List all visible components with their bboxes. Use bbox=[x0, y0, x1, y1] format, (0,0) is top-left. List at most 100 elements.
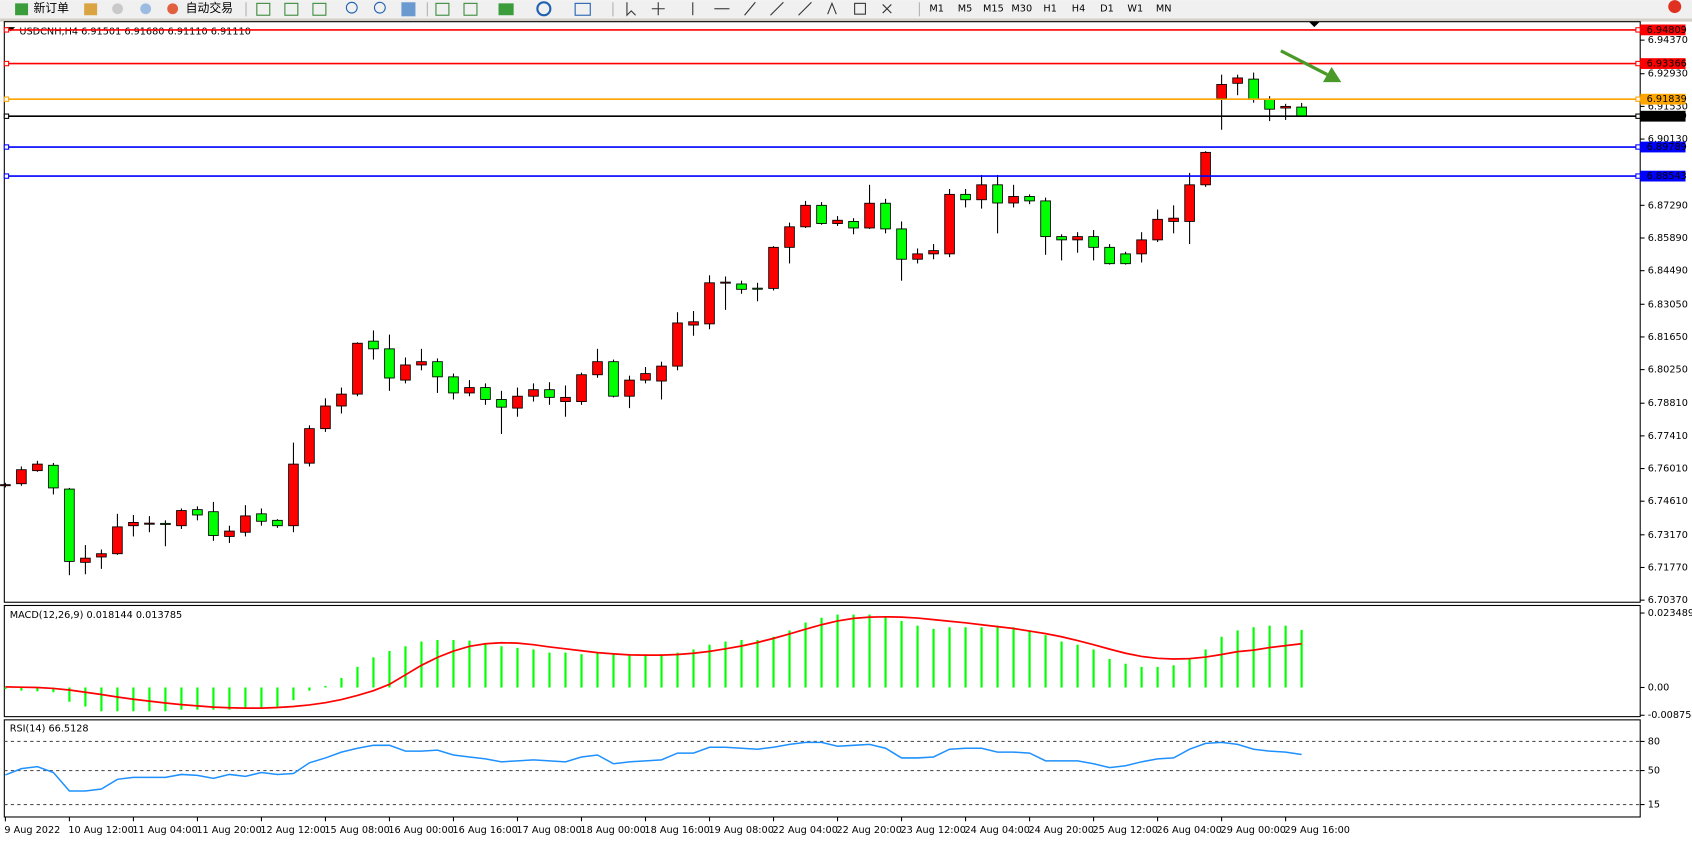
macd-bar bbox=[868, 614, 871, 688]
toolbar-icon[interactable] bbox=[312, 2, 327, 16]
auto-trading-button[interactable]: 自动交易 bbox=[186, 1, 233, 15]
level-label-box bbox=[1640, 24, 1686, 36]
x-tick-label: 17 Aug 08:00 bbox=[516, 825, 581, 836]
candle-body bbox=[752, 287, 763, 290]
level-label-box bbox=[1640, 170, 1686, 182]
channel-tool[interactable] bbox=[770, 1, 784, 16]
toolbar-icon[interactable] bbox=[498, 3, 514, 16]
candle-body bbox=[16, 469, 27, 485]
candle-body bbox=[944, 193, 955, 255]
y-tick-label: 6.77410 bbox=[1648, 431, 1688, 442]
candle-body bbox=[816, 204, 827, 224]
fibo-tool[interactable] bbox=[798, 1, 812, 16]
period-button[interactable]: MN bbox=[1156, 4, 1172, 15]
x-tick-label: 22 Aug 04:00 bbox=[772, 825, 837, 836]
candle-body bbox=[416, 361, 427, 366]
macd-bar bbox=[1044, 635, 1047, 688]
candle-body bbox=[160, 522, 171, 525]
candle-body bbox=[1088, 236, 1099, 248]
toolbar-icon[interactable] bbox=[574, 2, 591, 16]
toolbar-icon[interactable] bbox=[401, 2, 416, 17]
candle-body bbox=[176, 510, 187, 527]
price-panel bbox=[3, 21, 1641, 603]
period-button[interactable]: D1 bbox=[1100, 4, 1114, 15]
text-tool[interactable] bbox=[827, 1, 837, 15]
macd-bar bbox=[260, 687, 263, 709]
level-label-box bbox=[1640, 93, 1686, 105]
chart-title: USDCNH,H4 6.91501 6.91680 6.91110 6.9111… bbox=[19, 26, 250, 37]
macd-bar bbox=[1204, 649, 1207, 688]
macd-bar bbox=[644, 654, 647, 688]
candle-body bbox=[256, 513, 267, 522]
macd-bar bbox=[484, 643, 487, 688]
y-tick-label: 6.84490 bbox=[1648, 266, 1688, 277]
candle-body bbox=[368, 340, 379, 350]
zoom-in[interactable] bbox=[345, 1, 358, 14]
macd-bar bbox=[1284, 625, 1287, 688]
candle-body bbox=[560, 396, 571, 403]
toolbar-icon[interactable] bbox=[256, 2, 271, 16]
new-order-icon bbox=[15, 3, 29, 16]
x-tick-label: 10 Aug 12:00 bbox=[68, 825, 133, 836]
toolbar-icon[interactable] bbox=[112, 3, 124, 15]
x-tick-label: 16 Aug 16:00 bbox=[452, 825, 517, 836]
shift-marker bbox=[1308, 21, 1320, 28]
candle-body bbox=[1248, 78, 1259, 100]
level-label-box bbox=[1640, 141, 1686, 153]
signal-line bbox=[5, 615, 1302, 709]
candle-body bbox=[64, 488, 75, 562]
candle-body bbox=[1056, 236, 1067, 241]
candle-body bbox=[640, 373, 651, 381]
candle-body bbox=[720, 281, 731, 284]
candle-body bbox=[800, 204, 811, 228]
toolbar-icon[interactable] bbox=[536, 1, 552, 17]
x-tick-label: 19 Aug 08:00 bbox=[708, 825, 773, 836]
period-button[interactable]: M15 bbox=[983, 4, 1004, 15]
label-tool[interactable] bbox=[854, 2, 866, 15]
macd-bar bbox=[164, 687, 167, 712]
period-button[interactable]: M30 bbox=[1011, 4, 1032, 15]
y-tick-label: 6.81650 bbox=[1648, 332, 1688, 343]
toolbar-icon[interactable] bbox=[284, 2, 299, 16]
macd-bar bbox=[964, 627, 967, 688]
crosshair-tool[interactable] bbox=[651, 2, 665, 16]
x-tick-label: 18 Aug 00:00 bbox=[580, 825, 645, 836]
arrows-tool[interactable] bbox=[882, 4, 892, 14]
arrow-shaft bbox=[1280, 49, 1329, 77]
zoom-out[interactable] bbox=[373, 1, 386, 14]
toolbar-icon[interactable] bbox=[435, 2, 450, 16]
period-button[interactable]: W1 bbox=[1127, 4, 1143, 15]
x-tick-label: 25 Aug 12:00 bbox=[1093, 825, 1158, 836]
y-tick-label: 0.00 bbox=[1648, 682, 1670, 693]
candle-body bbox=[1296, 106, 1307, 117]
trendline-tool[interactable] bbox=[744, 1, 756, 16]
arrow-head bbox=[1322, 67, 1342, 83]
candle-body bbox=[576, 374, 587, 403]
candle-body bbox=[192, 509, 203, 516]
toolbar-icon[interactable] bbox=[140, 3, 152, 15]
toolbar-icon[interactable] bbox=[84, 3, 98, 16]
notification-badge[interactable] bbox=[1668, 0, 1682, 14]
candle-body bbox=[592, 361, 603, 376]
candle-body bbox=[848, 221, 859, 229]
y-tick-label: 50 bbox=[1648, 766, 1660, 777]
candle-body bbox=[1168, 217, 1179, 222]
x-tick-label: 24 Aug 20:00 bbox=[1028, 825, 1093, 836]
macd-bar bbox=[228, 687, 231, 710]
toolbar-icon[interactable] bbox=[463, 2, 478, 16]
candle-body bbox=[1152, 218, 1163, 241]
y-tick-label: 6.91530 bbox=[1648, 101, 1688, 112]
candle-body bbox=[1136, 239, 1147, 255]
period-button[interactable]: H4 bbox=[1072, 4, 1085, 15]
macd-bar bbox=[1028, 630, 1031, 688]
level-label: 6.91839 bbox=[1647, 94, 1687, 105]
macd-bar bbox=[1188, 658, 1191, 688]
macd-bar bbox=[676, 652, 679, 688]
period-button[interactable]: M1 bbox=[929, 4, 944, 15]
cursor-tool[interactable] bbox=[626, 2, 636, 17]
macd-bar bbox=[916, 625, 919, 688]
new-order-button[interactable]: 新订单 bbox=[33, 1, 69, 15]
period-button[interactable]: M5 bbox=[958, 4, 973, 15]
period-button[interactable]: H1 bbox=[1043, 4, 1056, 15]
rsi-title: RSI(14) 66.5128 bbox=[10, 723, 89, 734]
